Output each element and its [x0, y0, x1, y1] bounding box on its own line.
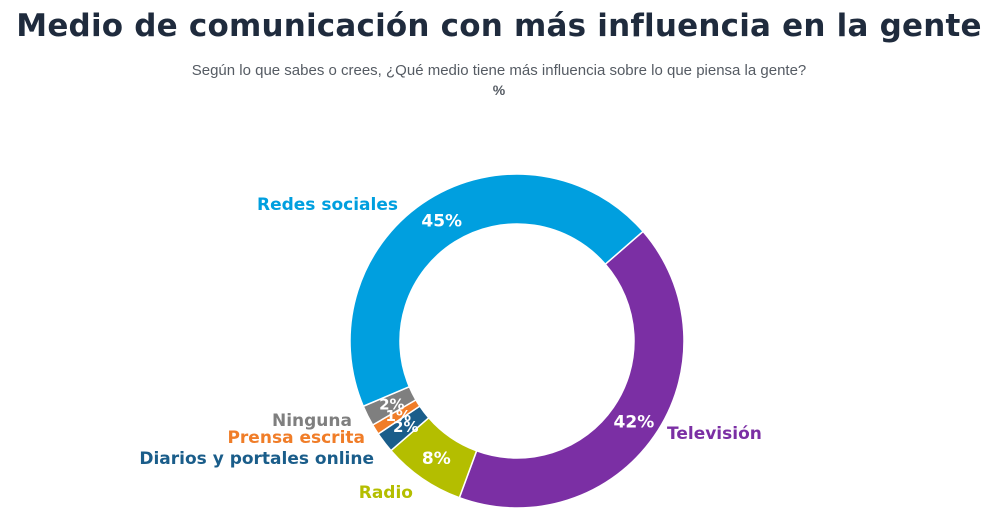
value-label-ninguna: 2%: [379, 396, 404, 414]
value-label-redes: 45%: [421, 212, 462, 232]
slice-category-labels: Televisión Radio Diarios y portales online…: [139, 195, 762, 503]
value-label-radio: 8%: [422, 449, 451, 469]
slice-value-labels: 42%8%2%1%2%45%: [379, 212, 654, 469]
chart-subtitle: Según lo que sabes o crees, ¿Qué medio t…: [191, 62, 807, 79]
category-label-diarios: Diarios y portales online: [139, 449, 374, 469]
category-label-prensa: Prensa escrita: [227, 428, 365, 448]
slice-television: [458, 230, 685, 509]
value-label-prensa: 1%: [386, 407, 411, 425]
value-label-diarios: 2%: [393, 418, 418, 436]
category-label-redes: Redes sociales: [257, 195, 398, 215]
category-label-television: Televisión: [667, 424, 762, 444]
slice-redes: [349, 173, 645, 408]
category-label-ninguna: Ninguna: [272, 411, 352, 431]
category-label-radio: Radio: [359, 483, 413, 503]
chart-title: Medio de comunicación con más influencia…: [16, 8, 982, 44]
unit-label: %: [492, 82, 506, 98]
donut-slices: [349, 173, 685, 509]
value-label-television: 42%: [614, 413, 655, 433]
